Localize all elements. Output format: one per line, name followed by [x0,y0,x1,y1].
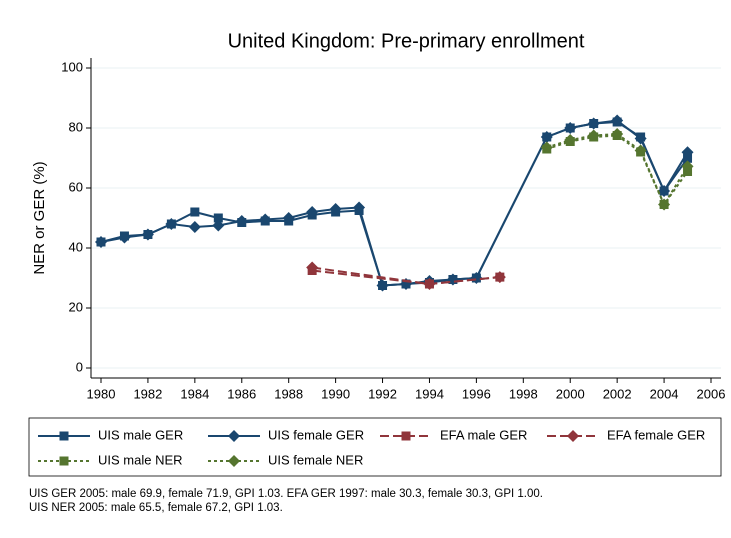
plot-area [91,58,721,378]
y-tick-label: 60 [69,179,83,194]
marker [306,261,319,274]
x-tick-label: 1996 [462,386,491,401]
y-tick-label: 80 [69,119,83,134]
x-tick-label: 2000 [556,386,585,401]
legend-label: EFA female GER [607,427,705,442]
marker [165,218,178,230]
marker [658,185,671,197]
x-tick-label: 1980 [87,386,116,401]
legend-label: UIS female GER [268,427,364,442]
y-tick-label: 20 [69,299,83,314]
legend-label: UIS male NER [98,452,183,467]
marker [634,132,647,145]
x-tick-label: 1988 [274,386,303,401]
legend-marker [567,430,579,442]
marker [118,231,131,244]
legend [28,417,722,477]
legend-label: EFA male GER [440,427,527,442]
marker [353,201,366,214]
y-axis-label: NER or GER (%) [31,161,48,274]
legend-marker [401,431,411,441]
x-tick-label: 2002 [603,386,632,401]
x-tick-label: 1982 [133,386,162,401]
y-tick-label: 100 [61,59,83,74]
marker [376,279,389,292]
marker [470,272,483,284]
legend-marker [228,430,240,442]
marker [540,131,553,143]
chart-title: United Kingdom: Pre-primary enrollment [228,30,585,52]
marker [282,212,295,224]
marker [493,271,506,284]
marker [188,221,201,233]
legend-label: UIS male GER [98,427,183,442]
x-tick-label: 1992 [368,386,397,401]
marker [423,278,436,290]
marker [681,146,694,159]
legend-marker [59,456,69,466]
y-tick-label: 40 [69,239,83,254]
legend-label: UIS female NER [268,452,363,467]
legend-marker [59,431,69,441]
marker [658,198,671,211]
marker [259,213,272,226]
legend-marker [228,455,240,467]
marker [564,122,577,134]
marker [540,141,553,154]
x-tick-label: 2006 [697,386,726,401]
marker [141,228,154,241]
marker [212,219,225,232]
y-tick-label: 0 [76,359,83,374]
x-tick-label: 1984 [180,386,209,401]
note: UIS NER 2005: male 65.5, female 67.2, GP… [29,502,283,514]
x-tick-label: 2004 [650,386,679,401]
marker [611,128,624,140]
note: UIS GER 2005: male 69.9, female 71.9, GP… [29,488,543,500]
marker [587,129,600,142]
marker [190,207,200,217]
x-tick-label: 1990 [321,386,350,401]
marker [587,117,600,130]
marker [611,114,624,127]
marker [95,236,107,248]
marker [564,134,577,146]
x-tick-label: 1994 [415,386,444,401]
marker [306,206,319,218]
marker [329,203,342,215]
marker [235,215,248,227]
x-tick-label: 1986 [227,386,256,401]
x-tick-label: 1998 [509,386,538,401]
marker [634,144,647,157]
marker [681,160,694,173]
marker [213,213,223,223]
